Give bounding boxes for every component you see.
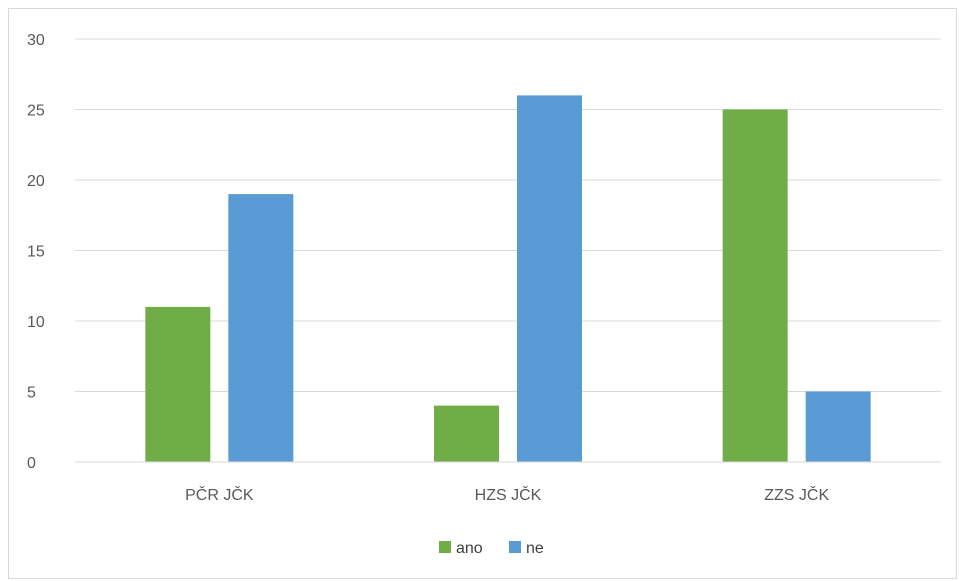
x-axis-tick-labels: PČR JČK HZS JČK ZZS JČK — [185, 485, 829, 504]
legend-swatch-ne — [509, 541, 521, 553]
chart-frame — [8, 8, 957, 579]
legend-label-ano: ano — [456, 540, 483, 557]
bar-ne — [228, 194, 294, 462]
bars — [145, 95, 871, 463]
y-axis-tick-labels: 0 5 10 15 20 25 30 — [27, 32, 45, 472]
y-tick-label: 15 — [27, 244, 45, 261]
y-tick-label: 20 — [27, 173, 45, 190]
y-tick-label: 30 — [27, 32, 45, 49]
legend: ano ne — [439, 540, 544, 557]
gridlines — [75, 38, 941, 392]
bar-ne — [517, 95, 582, 463]
x-tick-label: PČR JČK — [185, 485, 254, 504]
x-tick-label: ZZS JČK — [764, 485, 829, 504]
legend-swatch-ano — [439, 541, 451, 553]
y-tick-label: 25 — [27, 103, 45, 120]
x-tick-label: HZS JČK — [475, 485, 542, 504]
legend-label-ne: ne — [526, 540, 544, 557]
bar-ano — [722, 109, 788, 462]
y-tick-label: 10 — [27, 314, 45, 331]
bar-ano — [145, 306, 211, 462]
bar-ano — [434, 405, 499, 462]
y-tick-label: 0 — [27, 455, 36, 472]
y-tick-label: 5 — [27, 385, 36, 402]
bar-ne — [805, 391, 871, 462]
